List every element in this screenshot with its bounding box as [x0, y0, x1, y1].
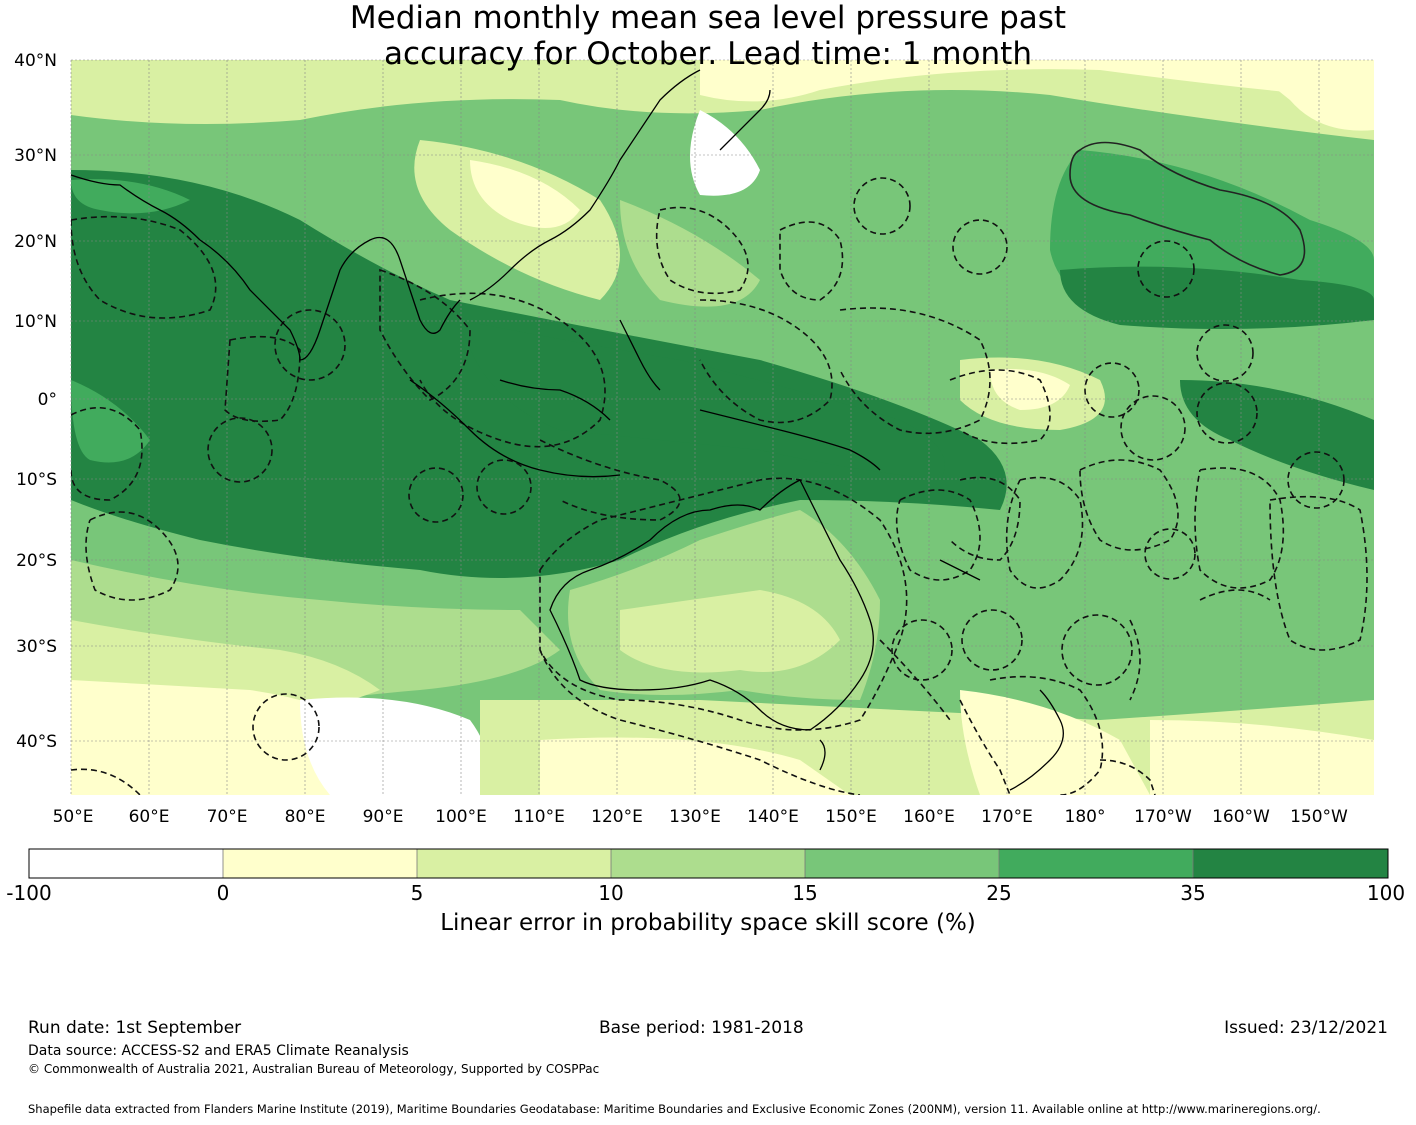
lon-label: 180° — [1065, 807, 1106, 827]
colorbar-ticks: -100 0 5 10 15 25 35 100 — [6, 881, 1405, 905]
lon-label: 160°E — [903, 807, 955, 827]
lat-label: 10°S — [16, 470, 57, 490]
lat-label: 20°S — [16, 551, 57, 571]
lon-label: 150°E — [825, 807, 877, 827]
colorbar-segment — [417, 849, 611, 878]
colorbar-tick: 25 — [986, 881, 1011, 905]
run-date: Run date: 1st September — [28, 1018, 242, 1038]
lon-label: 140°E — [747, 807, 799, 827]
lon-label: 110°E — [513, 807, 565, 827]
lat-label: 20°N — [14, 232, 57, 252]
colorbar: -100 0 5 10 15 25 35 100 — [6, 848, 1405, 905]
lon-label: 160°W — [1212, 807, 1270, 827]
lon-label: 170°E — [981, 807, 1033, 827]
lon-label: 100°E — [435, 807, 487, 827]
issued-date: Issued: 23/12/2021 — [1224, 1018, 1388, 1038]
title-line-2: accuracy for October. Lead time: 1 month — [384, 36, 1032, 72]
colorbar-segment — [1193, 849, 1388, 878]
lon-label: 90°E — [363, 807, 404, 827]
lon-label: 170°W — [1134, 807, 1192, 827]
shapefile-credit: Shapefile data extracted from Flanders M… — [28, 1102, 1321, 1116]
colorbar-label: Linear error in probability space skill … — [440, 910, 976, 936]
coastlines — [70, 69, 1064, 791]
longitude-labels: 50°E 60°E 70°E 80°E 90°E 100°E 110°E 120… — [53, 807, 1349, 827]
colorbar-segment — [223, 849, 417, 878]
colorbar-tick: 15 — [792, 881, 817, 905]
latitude-labels: 40°N 30°N 20°N 10°N 0° 10°S 20°S 30°S 40… — [14, 51, 57, 752]
data-source: Data source: ACCESS-S2 and ERA5 Climate … — [28, 1043, 409, 1059]
colorbar-segment — [611, 849, 805, 878]
colorbar-outline — [28, 848, 1389, 879]
lat-label: 0° — [38, 390, 57, 410]
lon-label: 80°E — [285, 807, 326, 827]
lon-label: 60°E — [129, 807, 170, 827]
lon-label: 150°W — [1290, 807, 1348, 827]
colorbar-tick: 100 — [1367, 881, 1405, 905]
colorbar-tick: 0 — [217, 881, 230, 905]
colorbar-tick: 35 — [1180, 881, 1205, 905]
copyright-notice: © Commonwealth of Australia 2021, Austra… — [28, 1062, 600, 1076]
lat-label: 40°S — [16, 732, 57, 752]
base-period: Base period: 1981-2018 — [599, 1018, 804, 1038]
title-line-1: Median monthly mean sea level pressure p… — [349, 0, 1067, 36]
hawaii-eez-boundary — [1069, 141, 1306, 276]
lon-label: 120°E — [591, 807, 643, 827]
eez-boundaries — [71, 177, 1368, 795]
colorbar-tick: 10 — [598, 881, 623, 905]
colorbar-segment — [999, 849, 1193, 878]
lat-label: 10°N — [14, 312, 57, 332]
lon-label: 70°E — [207, 807, 248, 827]
colorbar-segment — [29, 849, 223, 878]
graticule — [70, 59, 1374, 795]
lon-label: 130°E — [669, 807, 721, 827]
colorbar-tick: -100 — [6, 881, 51, 905]
lat-label: 30°S — [16, 637, 57, 657]
colorbar-segment — [805, 849, 999, 878]
lon-label: 50°E — [53, 807, 94, 827]
colorbar-tick: 5 — [411, 881, 424, 905]
chart-title: Median monthly mean sea level pressure p… — [0, 0, 1416, 72]
lat-label: 40°N — [14, 51, 57, 71]
lat-label: 30°N — [14, 146, 57, 166]
